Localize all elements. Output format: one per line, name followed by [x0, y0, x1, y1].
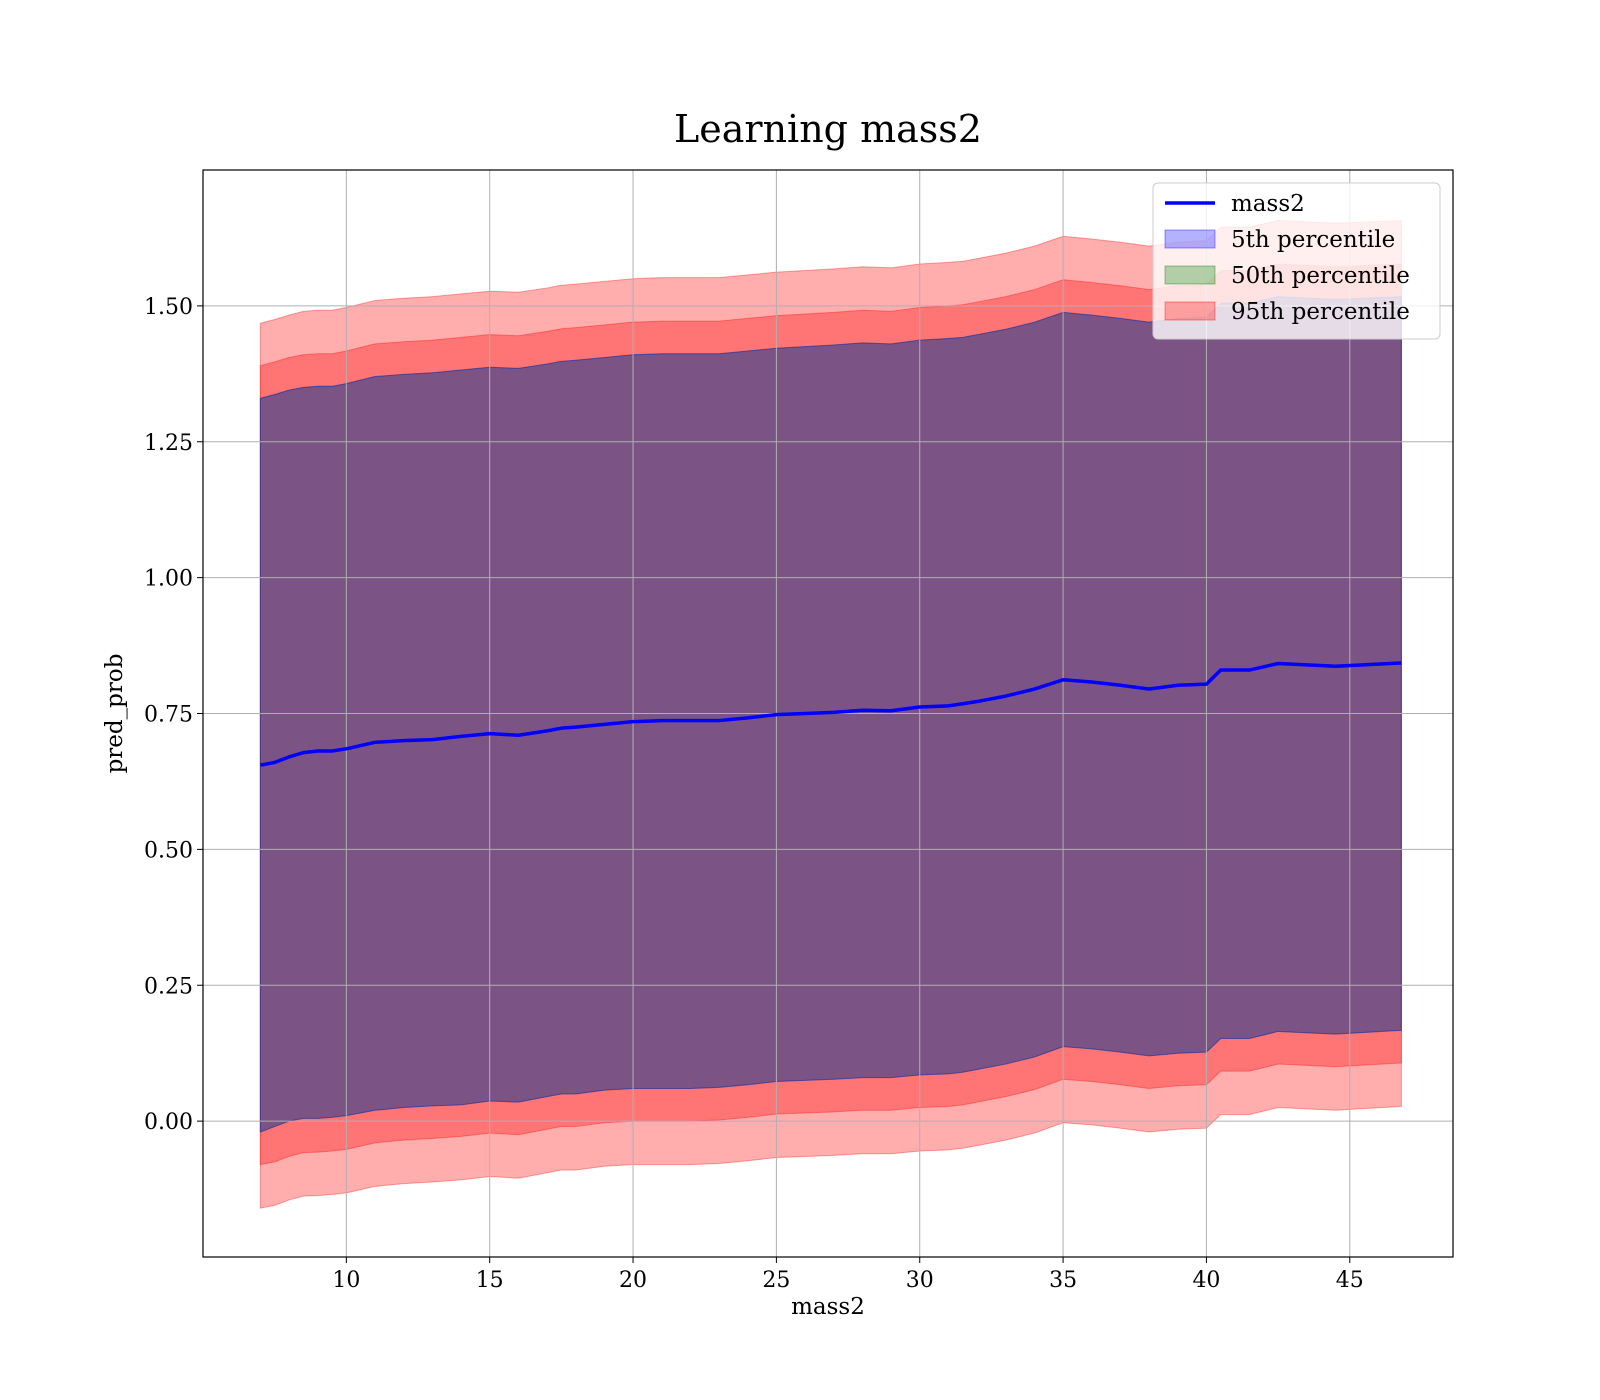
x-axis-label: mass2: [791, 1294, 865, 1320]
band-95th-percentile-outer: [259, 220, 1402, 1209]
x-tick-label: 40: [1192, 1268, 1220, 1293]
x-tick-label: 25: [762, 1268, 790, 1293]
series-line-layer: [260, 661, 1402, 767]
legend-swatch-50th-percentile: [1164, 265, 1216, 285]
x-tick-label: 30: [906, 1268, 934, 1293]
legend-label-5th-percentile: 5th percentile: [1231, 227, 1395, 253]
y-tick-label: 1.50: [144, 295, 193, 320]
legend-label-95th-percentile: 95th percentile: [1231, 299, 1410, 325]
legend-swatch-95th-percentile: [1164, 301, 1216, 321]
band-50th-percentile: [259, 296, 1402, 1133]
y-tick-label: 0.25: [144, 974, 193, 999]
y-tick-label: 0.50: [144, 838, 193, 863]
legend-label-mass2: mass2: [1231, 191, 1305, 217]
y-tick-label: 1.25: [144, 431, 193, 456]
y-tick-label: 0.75: [144, 703, 193, 728]
x-tick-label: 10: [332, 1268, 360, 1293]
band-5th-percentile: [259, 296, 1402, 1133]
x-tick-label: 15: [476, 1268, 504, 1293]
y-tick-label: 1.00: [144, 567, 193, 592]
legend-box: [1152, 182, 1441, 340]
y-axis-ticks: 0.00 0.25 0.50 0.75 1.00 1.25 1.50: [144, 295, 203, 1135]
chart-title: Learning mass2: [674, 107, 982, 151]
chart-legend: mass2 5th percentile 50th percentile 95th p…: [1152, 182, 1441, 340]
series-line-mass2: [260, 661, 1402, 767]
x-tick-label: 20: [619, 1268, 647, 1293]
y-axis-label: pred_prob: [102, 654, 128, 774]
legend-swatch-5th-percentile: [1164, 229, 1216, 249]
x-axis-ticks: 10 15 20 25 30 35 40 45: [332, 1257, 1364, 1293]
band-95th-percentile: [259, 263, 1402, 1166]
y-tick-label: 0.00: [144, 1110, 193, 1135]
percentile-bands: [259, 220, 1402, 1209]
legend-label-50th-percentile: 50th percentile: [1231, 263, 1410, 289]
x-tick-label: 35: [1049, 1268, 1077, 1293]
x-tick-label: 45: [1336, 1268, 1364, 1293]
